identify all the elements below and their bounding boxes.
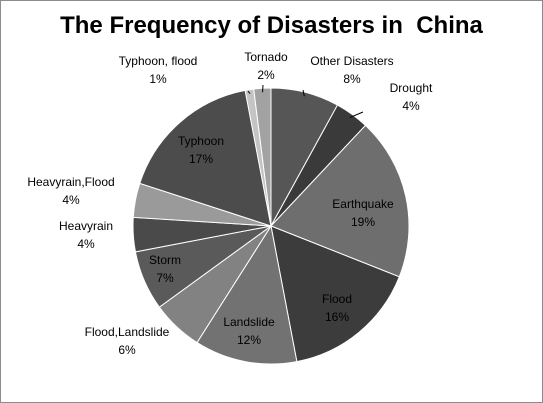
slice-label: Heavyrain 4% (59, 219, 113, 251)
pie-slices (132, 87, 410, 365)
slice-label-percent: 6% (118, 343, 136, 357)
slice-label-name: Typhoon (178, 134, 224, 148)
slice-label: Flood 16% (322, 292, 352, 324)
slice-label-percent: 4% (62, 193, 80, 207)
slice-label-percent: 19% (351, 215, 375, 229)
slice-label: Landslide 12% (223, 315, 275, 347)
chart-title: The Frequency of Disasters in China (60, 12, 483, 39)
slice-label: Storm 7% (149, 253, 181, 285)
slice-label: Flood,Landslide 6% (85, 325, 170, 357)
slice-label-name: Heavyrain,Flood (27, 175, 114, 189)
slice-label-percent: 4% (77, 237, 95, 251)
leader-line (349, 111, 364, 119)
slice-label-percent: 8% (343, 72, 361, 86)
slice-label-name: Storm (149, 253, 181, 267)
pie-labels: Other Disasters 8% Drought 4% Earthquake 19% F… (27, 50, 433, 357)
slice-label-name: Flood,Landslide (85, 325, 170, 339)
slice-label: Typhoon, flood 1% (119, 54, 198, 86)
slice-label: Tornado 2% (244, 50, 288, 82)
slice-label-name: Earthquake (332, 197, 394, 211)
slice-label-percent: 1% (149, 72, 167, 86)
slice-label-percent: 16% (325, 310, 349, 324)
slice-label-name: Tornado (244, 50, 288, 64)
slice-label-percent: 2% (257, 68, 275, 82)
leader-line (247, 90, 251, 94)
slice-label: Earthquake 19% (332, 197, 394, 229)
slice-label-name: Other Disasters (310, 54, 393, 68)
slice-label: Drought 4% (390, 81, 433, 113)
leader-line (302, 89, 305, 97)
slice-label-name: Landslide (223, 315, 275, 329)
slice-label-name: Typhoon, flood (119, 54, 198, 68)
slice-label-percent: 12% (237, 333, 261, 347)
pie-slice-earthquake (270, 124, 410, 278)
slice-label-percent: 4% (402, 99, 420, 113)
slice-label: Typhoon 17% (178, 134, 224, 166)
slice-label-name: Flood (322, 292, 352, 306)
slice-label-name: Drought (390, 81, 433, 95)
slice-label: Heavyrain,Flood 4% (27, 175, 114, 207)
slice-label-percent: 7% (156, 271, 174, 285)
pie-slice-flood (270, 225, 400, 363)
pie-slice-typhoon (139, 89, 272, 227)
slice-label-name: Heavyrain (59, 219, 113, 233)
slice-label-percent: 17% (189, 152, 213, 166)
pie-slice-landslide (196, 224, 298, 365)
slice-label: Other Disasters 8% (310, 54, 393, 86)
